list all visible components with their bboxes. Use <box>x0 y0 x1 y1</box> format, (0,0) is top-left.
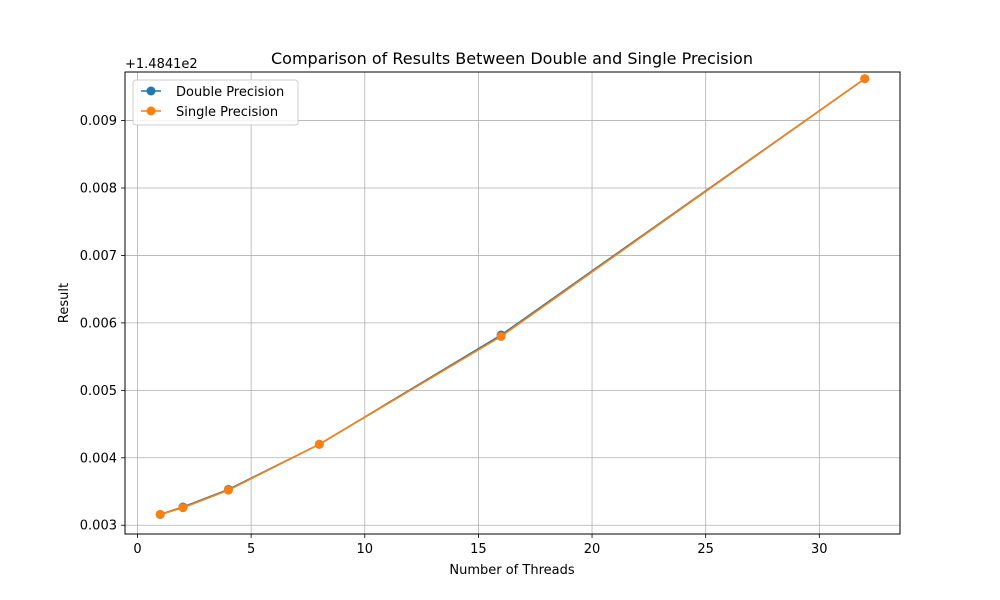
x-axis-ticks: 0 5 10 15 20 25 30 <box>133 534 828 557</box>
series-double-precision <box>155 74 870 519</box>
chart-title: Comparison of Results Between Double and… <box>271 49 753 68</box>
legend-label-single: Single Precision <box>176 105 278 120</box>
data-point-single-precision <box>314 439 324 449</box>
x-axis-label: Number of Threads <box>449 563 574 578</box>
data-point-single-precision <box>155 509 165 519</box>
y-tick-label: 0.009 <box>80 114 117 129</box>
x-tick-label: 10 <box>356 542 373 557</box>
x-tick-label: 20 <box>584 542 601 557</box>
plot-area-frame <box>124 71 901 535</box>
legend-marker-single <box>146 106 156 116</box>
y-tick-label: 0.003 <box>80 519 117 534</box>
y-axis-label: Result <box>57 283 72 323</box>
x-tick-label: 30 <box>811 542 828 557</box>
y-axis-offset-label: +1.4841e2 <box>125 57 198 72</box>
x-tick-label: 5 <box>247 542 255 557</box>
y-tick-label: 0.004 <box>80 451 117 466</box>
y-tick-label: 0.005 <box>80 384 117 399</box>
series-single-precision <box>155 74 870 519</box>
grid <box>125 72 900 534</box>
series-lines <box>155 74 870 519</box>
x-tick-label: 15 <box>470 542 487 557</box>
data-point-single-precision <box>178 503 188 513</box>
legend-marker-double <box>146 86 156 96</box>
data-point-single-precision <box>223 485 233 495</box>
x-tick-label: 0 <box>133 542 141 557</box>
series-line-double-precision <box>159 78 866 516</box>
y-tick-label: 0.006 <box>80 316 117 331</box>
series-line-single-precision <box>159 78 866 516</box>
data-point-single-precision <box>496 331 506 341</box>
y-tick-label: 0.007 <box>80 249 117 264</box>
y-axis-ticks: 0.003 0.004 0.005 0.006 0.007 0.008 0.009 <box>80 114 125 534</box>
legend-label-double: Double Precision <box>176 85 284 100</box>
y-tick-label: 0.008 <box>80 182 117 197</box>
legend-box <box>132 79 299 126</box>
data-point-single-precision <box>860 74 870 84</box>
legend: Double Precision Single Precision <box>132 79 299 126</box>
x-tick-label: 25 <box>697 542 714 557</box>
